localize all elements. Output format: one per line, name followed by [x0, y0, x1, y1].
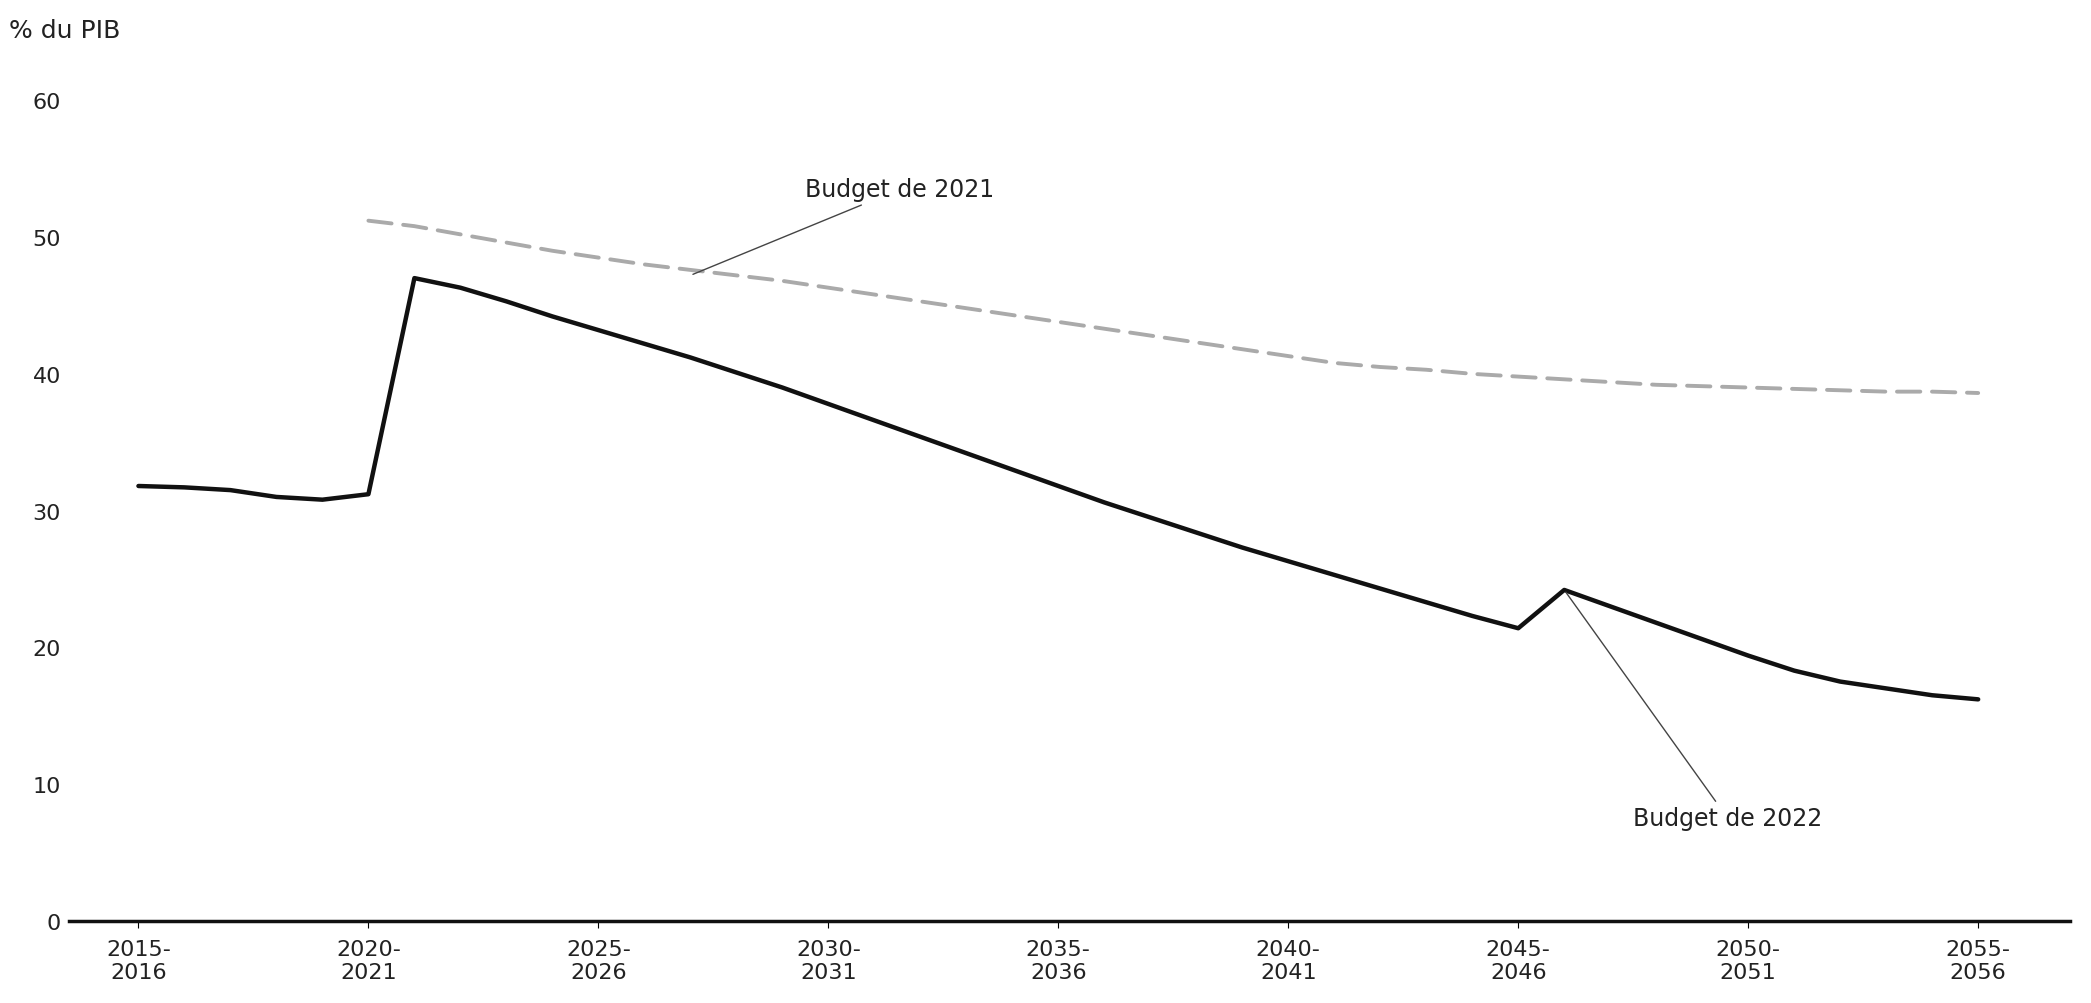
Text: Budget de 2021: Budget de 2021	[692, 179, 995, 275]
Text: % du PIB: % du PIB	[10, 19, 121, 43]
Text: Budget de 2022: Budget de 2022	[1566, 593, 1823, 830]
